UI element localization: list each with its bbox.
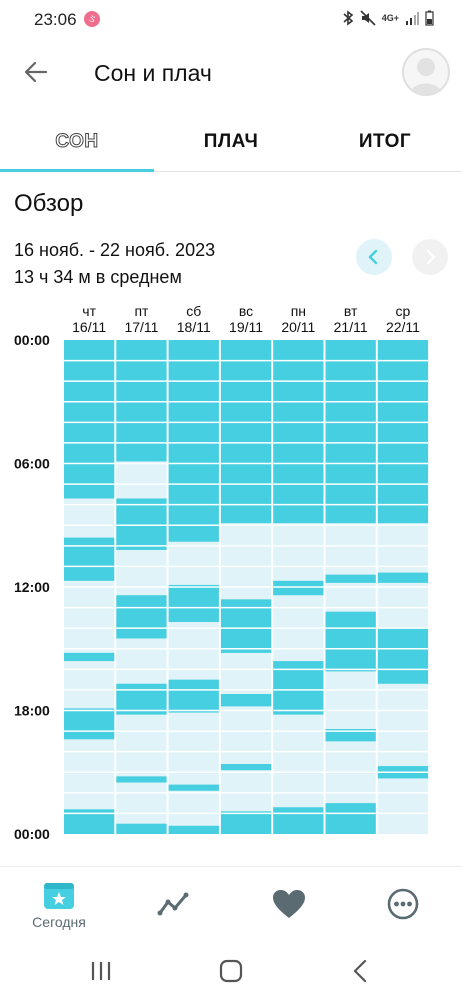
sleep-segment[interactable] <box>377 628 429 684</box>
nav-stats[interactable] <box>148 867 198 941</box>
sleep-segment[interactable] <box>220 764 272 771</box>
tab-bar: СОН ПЛАЧ ИТОГ <box>0 120 462 172</box>
sleep-segment[interactable] <box>168 679 219 713</box>
bottom-nav: Сегодня <box>0 866 462 940</box>
nav-favorites[interactable] <box>264 867 314 941</box>
tab-cry[interactable]: ПЛАЧ <box>203 131 259 152</box>
mute-icon <box>360 10 376 26</box>
profile-avatar[interactable] <box>402 48 450 96</box>
sleep-segment[interactable] <box>116 776 167 783</box>
sleep-segment[interactable] <box>116 823 167 834</box>
y-tick-label: 00:00 <box>14 826 50 842</box>
sleep-segment[interactable] <box>64 652 115 662</box>
tab-indicator <box>0 169 154 172</box>
sleep-segment[interactable] <box>220 811 272 834</box>
nav-today[interactable]: Сегодня <box>14 867 104 941</box>
system-back-button[interactable] <box>346 958 376 984</box>
system-nav-bar <box>0 940 462 1000</box>
app-bar: Сон и плач <box>0 40 462 110</box>
day-weekday-label: вт <box>344 303 358 319</box>
page-title: Сон и плач <box>94 60 212 86</box>
home-button[interactable] <box>216 958 246 984</box>
sleep-segment[interactable] <box>116 683 167 715</box>
signal-icon <box>406 12 419 25</box>
status-icons: 4G+ <box>342 10 434 26</box>
day-date-label: 16/11 <box>72 319 106 335</box>
person-icon <box>410 58 442 94</box>
day-date-label: 17/11 <box>124 319 158 335</box>
status-bar: 23:06 ઙ 4G+ <box>0 0 462 40</box>
status-time: 23:06 <box>34 10 77 29</box>
system-back-icon <box>353 959 367 983</box>
day-weekday-label: ср <box>396 303 411 319</box>
recent-apps-button[interactable] <box>86 958 116 984</box>
y-tick-label: 18:00 <box>14 703 50 719</box>
chevron-right-icon <box>426 249 436 265</box>
day-date-label: 20/11 <box>281 319 315 335</box>
day-weekday-label: сб <box>186 303 201 319</box>
date-range: 16 нояб. - 22 нояб. 2023 <box>14 240 216 260</box>
sleep-segment[interactable] <box>325 729 376 742</box>
day-weekday-label: чт <box>82 303 96 319</box>
sleep-segment[interactable] <box>168 825 219 834</box>
app-notification-icon: ઙ <box>84 11 100 27</box>
y-tick-label: 06:00 <box>14 456 50 472</box>
day-date-label: 18/11 <box>177 319 211 335</box>
arrow-back-icon <box>24 61 48 83</box>
sleep-segment[interactable] <box>273 580 324 596</box>
sleep-segment[interactable] <box>273 340 324 524</box>
sleep-segment[interactable] <box>116 498 167 550</box>
y-tick-label: 12:00 <box>14 579 50 595</box>
day-weekday-label: вс <box>239 303 253 319</box>
day-date-label: 22/11 <box>386 319 420 335</box>
sleep-segment[interactable] <box>168 340 219 542</box>
sleep-segment[interactable] <box>325 611 376 672</box>
battery-icon <box>425 10 434 26</box>
back-button[interactable] <box>22 58 50 86</box>
next-week-button[interactable] <box>412 239 448 275</box>
more-icon <box>387 888 419 920</box>
overview-title: Обзор <box>14 190 84 217</box>
home-icon <box>219 959 243 983</box>
recent-apps-icon <box>91 962 111 980</box>
day-weekday-label: пт <box>134 303 149 319</box>
chevron-left-icon <box>368 249 378 265</box>
sleep-segment[interactable] <box>64 537 115 581</box>
sleep-segment[interactable] <box>168 584 219 622</box>
sleep-segment[interactable] <box>325 574 376 583</box>
y-tick-label: 00:00 <box>14 332 50 348</box>
sleep-segment[interactable] <box>377 572 429 583</box>
sleep-segment[interactable] <box>64 340 115 499</box>
sleep-segment[interactable] <box>377 340 429 524</box>
tab-summary[interactable]: ИТОГ <box>358 131 412 152</box>
sleep-segment[interactable] <box>64 708 115 740</box>
sleep-segment[interactable] <box>325 803 376 834</box>
sleep-segment[interactable] <box>273 807 324 834</box>
nav-more[interactable] <box>378 867 428 941</box>
sleep-segment[interactable] <box>220 340 272 524</box>
nav-today-label: Сегодня <box>32 913 86 930</box>
heart-icon <box>273 890 305 918</box>
day-date-label: 19/11 <box>229 319 263 335</box>
prev-week-button[interactable] <box>356 239 392 275</box>
sleep-segment[interactable] <box>220 694 272 707</box>
sleep-segment[interactable] <box>168 784 219 791</box>
trend-icon <box>157 892 189 916</box>
calendar-star-icon <box>44 882 74 909</box>
sleep-average: 13 ч 34 м в среднем <box>14 267 182 287</box>
day-date-label: 21/11 <box>334 319 368 335</box>
sleep-segment[interactable] <box>325 340 376 524</box>
network-type-label: 4G+ <box>381 13 399 23</box>
day-weekday-label: пн <box>291 303 306 319</box>
tab-sleep[interactable]: СОН <box>55 131 99 153</box>
sleep-segment[interactable] <box>116 595 167 639</box>
bluetooth-icon <box>343 10 354 26</box>
